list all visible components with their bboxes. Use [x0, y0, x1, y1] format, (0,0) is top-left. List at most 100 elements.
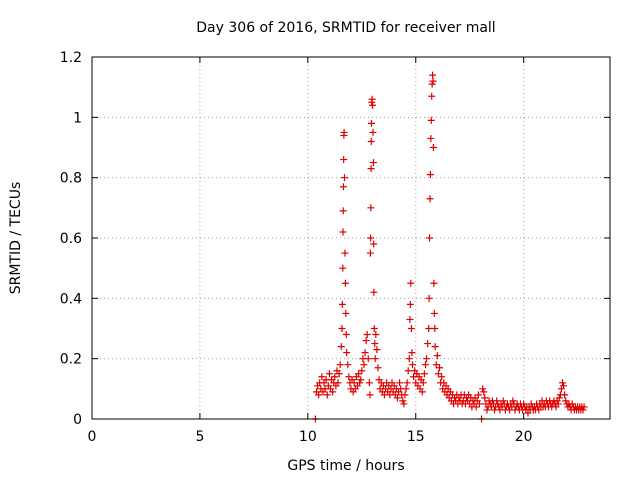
- data-point: [401, 391, 409, 399]
- data-point: [400, 400, 408, 408]
- x-tick-label: 0: [88, 429, 97, 445]
- data-point: [335, 370, 343, 378]
- data-point: [374, 364, 382, 372]
- data-point: [369, 128, 377, 136]
- data-point: [435, 364, 443, 372]
- data-point: [405, 355, 413, 363]
- data-point: [433, 352, 441, 360]
- data-point: [509, 397, 517, 405]
- x-tick-label: 5: [195, 429, 204, 445]
- data-point: [481, 394, 489, 402]
- data-point: [431, 325, 439, 332]
- data-point: [341, 174, 349, 182]
- data-point: [364, 355, 372, 363]
- data-point: [562, 397, 570, 405]
- data-point: [367, 165, 375, 173]
- data-point: [472, 403, 480, 411]
- data-point: [338, 325, 346, 332]
- data-point: [404, 367, 412, 375]
- data-point: [483, 406, 491, 414]
- data-point: [438, 373, 446, 381]
- data-point: [559, 379, 567, 387]
- data-point: [520, 400, 528, 408]
- data-point: [367, 204, 375, 212]
- data-point: [369, 101, 377, 109]
- data-point: [418, 388, 426, 396]
- data-point: [342, 331, 350, 339]
- data-point: [425, 294, 433, 302]
- data-point: [426, 234, 434, 242]
- data-point: [360, 361, 368, 369]
- data-point: [339, 228, 347, 236]
- data-point: [429, 77, 437, 85]
- data-point: [315, 391, 323, 399]
- data-point: [428, 80, 436, 88]
- data-point: [407, 325, 415, 332]
- data-point: [370, 288, 378, 296]
- data-point: [399, 397, 407, 405]
- data-point: [427, 134, 435, 142]
- data-point: [337, 343, 345, 351]
- data-point: [426, 171, 434, 179]
- data-point: [421, 361, 429, 369]
- data-point: [367, 137, 375, 145]
- data-points: [311, 71, 588, 423]
- data-point: [334, 379, 342, 387]
- data-point: [370, 325, 378, 332]
- data-point: [393, 394, 401, 402]
- y-tick-label: 0.8: [60, 171, 82, 187]
- data-point: [474, 391, 482, 399]
- data-point: [372, 331, 380, 339]
- data-point: [366, 391, 374, 399]
- data-point: [339, 207, 347, 215]
- data-point: [424, 340, 432, 348]
- data-point: [499, 397, 507, 405]
- y-tick-label: 0.2: [60, 352, 82, 368]
- data-point: [371, 355, 379, 363]
- data-point: [432, 361, 440, 369]
- x-tick-label: 15: [407, 429, 425, 445]
- y-axis-label: SRMTID / TECUs: [8, 182, 24, 295]
- data-point: [339, 264, 347, 272]
- y-tick-label: 0: [73, 412, 82, 428]
- data-point: [370, 240, 378, 248]
- data-point: [338, 300, 346, 308]
- y-tick-label: 1.2: [60, 50, 82, 66]
- data-point: [361, 349, 369, 357]
- data-point: [493, 397, 501, 405]
- x-tick-label: 10: [299, 429, 317, 445]
- y-tick-label: 0.6: [60, 231, 82, 247]
- plot-frame: [91, 56, 611, 420]
- data-point: [365, 379, 373, 387]
- data-point: [368, 119, 376, 127]
- data-point: [407, 279, 415, 287]
- data-point: [580, 403, 588, 411]
- data-point: [409, 361, 417, 369]
- data-point: [429, 71, 437, 79]
- data-point: [475, 400, 483, 408]
- data-point: [579, 406, 587, 414]
- data-point: [420, 370, 428, 378]
- data-point: [318, 373, 326, 381]
- data-point: [340, 156, 348, 164]
- data-point: [369, 159, 377, 167]
- data-point: [425, 325, 433, 332]
- data-point: [406, 315, 414, 323]
- data-point: [355, 370, 363, 378]
- y-tick-label: 0.4: [60, 291, 82, 307]
- data-point: [430, 279, 438, 287]
- x-axis-label: GPS time / hours: [287, 458, 404, 474]
- data-point: [343, 349, 351, 357]
- data-point: [480, 388, 488, 396]
- data-point: [336, 361, 344, 369]
- data-point: [427, 116, 435, 124]
- data-point: [403, 379, 411, 387]
- data-point: [396, 379, 404, 387]
- data-point: [356, 379, 364, 387]
- data-point: [429, 144, 437, 151]
- data-point: [560, 382, 568, 390]
- data-point: [561, 391, 569, 399]
- data-point: [419, 379, 427, 387]
- axis-ticks: 0 5 10 15 20 0 0.2 0.4 0.6 0.8 1 1.2: [60, 50, 610, 445]
